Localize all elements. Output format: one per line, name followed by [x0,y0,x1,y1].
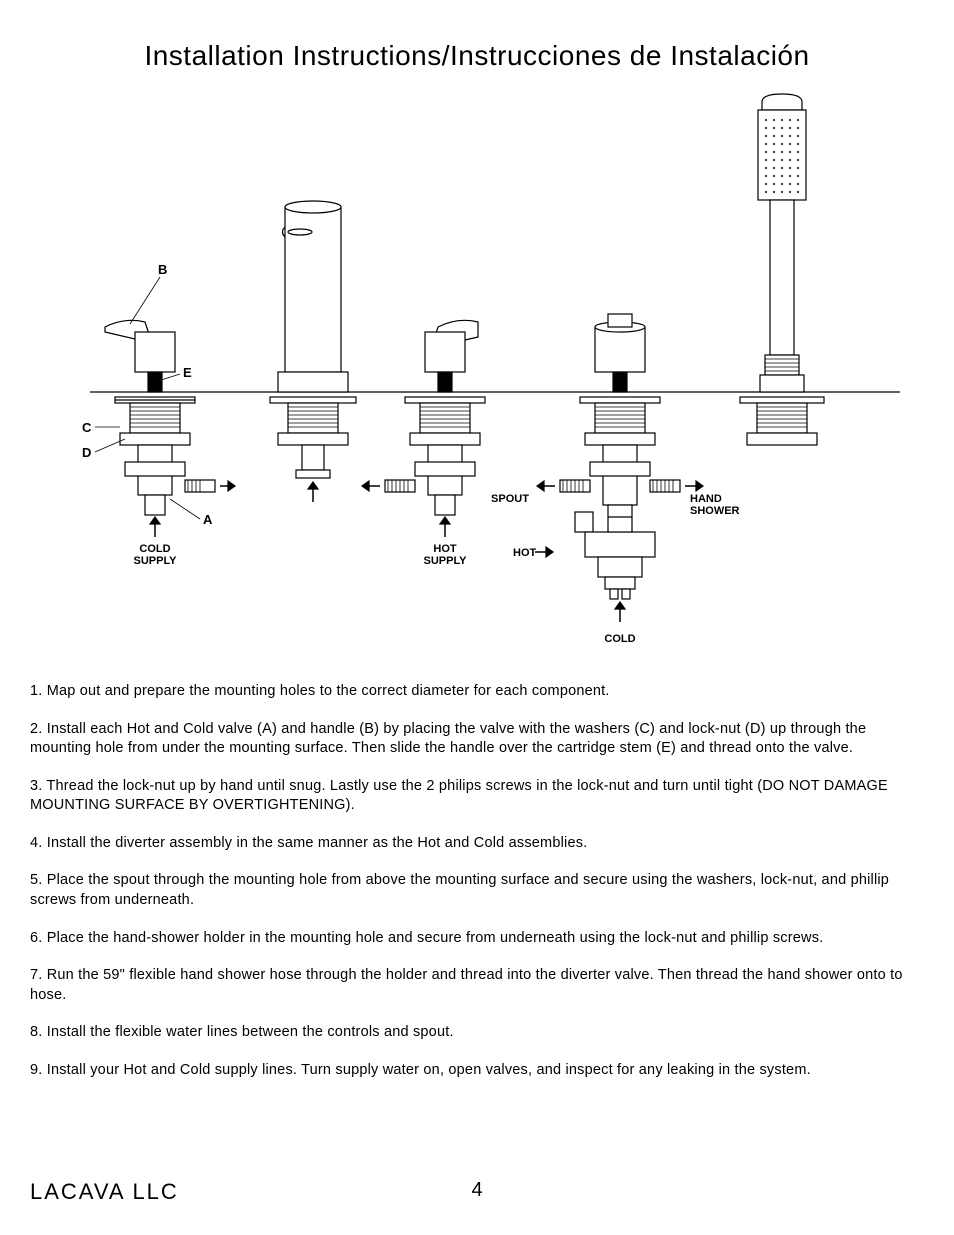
instruction-step: 5. Place the spout through the mounting … [30,871,924,910]
label-hot-supply: HOTSUPPLY [423,543,467,567]
label-D: D [82,445,91,460]
page-number: 4 [471,1179,482,1202]
label-C: C [82,420,92,435]
instruction-step: 7. Run the 59" flexible hand shower hose… [30,966,924,1005]
installation-diagram: B E C D A COLDSUPPLY HOTSUPPLY SPOUT HAN… [30,92,924,652]
instruction-step: 2. Install each Hot and Cold valve (A) a… [30,720,924,759]
instructions-list: 1. Map out and prepare the mounting hole… [30,682,924,1080]
label-spout: SPOUT [491,493,529,505]
company-name: LACAVA LLC [30,1179,179,1205]
instruction-step: 4. Install the diverter assembly in the … [30,834,924,854]
instruction-step: 6. Place the hand-shower holder in the m… [30,929,924,949]
label-A: A [203,512,213,527]
label-cold-supply: COLDSUPPLY [133,543,177,567]
label-hand-shower: HANDSHOWER [690,493,740,517]
instruction-step: 1. Map out and prepare the mounting hole… [30,682,924,702]
label-hot: HOT [513,547,537,559]
label-cold: COLD [604,633,635,645]
instruction-step: 9. Install your Hot and Cold supply line… [30,1061,924,1081]
instruction-step: 3. Thread the lock-nut up by hand until … [30,777,924,816]
label-B: B [158,262,167,277]
instruction-step: 8. Install the flexible water lines betw… [30,1023,924,1043]
page-footer: LACAVA LLC 4 [30,1179,924,1205]
label-E: E [183,365,192,380]
page-title: Installation Instructions/Instrucciones … [30,40,924,72]
